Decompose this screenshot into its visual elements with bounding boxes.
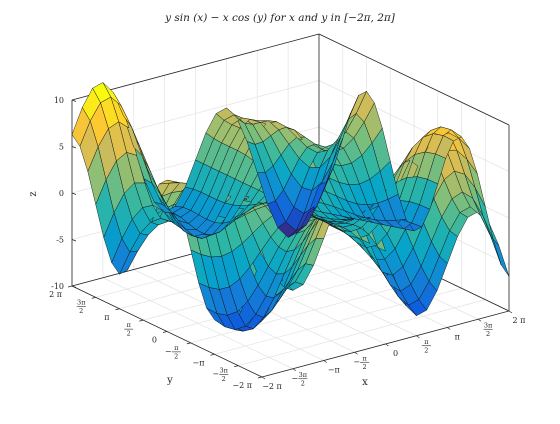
- y-tick-label-num: 3π: [77, 298, 86, 306]
- chart-title: y sin (x) − x cos (y) for x and y in [−2…: [165, 12, 395, 24]
- x-tick-label-num: π: [362, 354, 367, 362]
- floor-gridline-y: [166, 265, 415, 332]
- z-tick-mark: [71, 192, 77, 195]
- y-tick-mark: [257, 376, 263, 379]
- y-tick-mark: [67, 285, 73, 288]
- x-tick-label-num: 3π: [299, 371, 308, 379]
- x-axis-label: x: [362, 377, 368, 388]
- z-tick-label: 5: [59, 143, 64, 152]
- x-tick-label: − π2: [353, 354, 370, 371]
- z-tick-label: -10: [51, 282, 64, 291]
- x-tick-label-sign: −: [353, 357, 360, 366]
- z-tick-label: 0: [59, 189, 64, 198]
- y-tick-label-sign: −: [212, 370, 219, 379]
- x-tick-label: −π: [328, 366, 340, 375]
- z-axis-label: z: [28, 191, 39, 196]
- x-tick-label: 2 π: [513, 316, 526, 325]
- y-tick-mark: [91, 297, 96, 299]
- z-tick-label: 10: [54, 96, 64, 105]
- x-tick-label-den: 2: [424, 346, 428, 354]
- y-tick-label-sign: −: [165, 347, 172, 356]
- z-tick-mark: [71, 146, 77, 149]
- y-tick-label-num: 3π: [220, 367, 229, 375]
- y-tick-mark: [210, 353, 215, 356]
- y-tick-label-num: π: [174, 344, 179, 352]
- x-tick-label: 0: [393, 349, 398, 358]
- y-tick-label-den: 2: [174, 352, 178, 360]
- y-tick-label-num: π: [127, 321, 132, 329]
- y-tick-mark: [115, 308, 120, 311]
- x-tick-label: π2: [421, 338, 431, 354]
- x-tick-label: −2 π: [262, 382, 282, 391]
- surface-patch: [474, 187, 494, 240]
- y-tick-label: 0: [152, 336, 157, 345]
- x-tick-label-den: 2: [363, 363, 367, 371]
- y-tick-label: 2 π: [49, 290, 62, 299]
- y-tick-label-den: 2: [79, 307, 83, 315]
- y-tick-label-den: 2: [127, 330, 131, 338]
- x-tick-label: −3π2: [292, 371, 308, 388]
- y-tick-mark: [139, 319, 144, 322]
- y-tick-label: −π: [193, 358, 205, 367]
- box-edge: [318, 33, 510, 126]
- y-tick-mark: [162, 331, 168, 333]
- y-tick-label: − π2: [165, 344, 181, 360]
- x-tick-mark: [416, 335, 420, 339]
- x-tick-mark: [292, 368, 297, 372]
- x-tick-mark: [508, 310, 513, 314]
- y-tick-label-den: 2: [222, 375, 226, 383]
- z-tick-mark: [71, 99, 77, 102]
- box-edge: [71, 33, 320, 101]
- x-tick-label-sign: −: [292, 374, 299, 383]
- y-tick-label: 3π2: [76, 298, 86, 315]
- y-tick-mark: [186, 342, 191, 345]
- x-tick-label-num: 3π: [484, 321, 493, 329]
- floor-gridline-y: [238, 299, 486, 366]
- x-tick-mark: [385, 343, 389, 347]
- y-axis-label: y: [166, 375, 173, 386]
- x-tick-mark: [323, 360, 327, 363]
- y-tick-label: −2 π: [232, 381, 252, 390]
- z-tick-mark: [71, 239, 77, 242]
- x-tick-mark: [477, 318, 482, 322]
- x-tick-label-den: 2: [486, 330, 490, 338]
- y-tick-mark: [234, 365, 239, 367]
- x-tick-label: 3π2: [483, 321, 493, 338]
- sidewall-gridline-z: [318, 80, 510, 172]
- x-tick-mark: [261, 376, 266, 380]
- x-tick-label-num: π: [424, 338, 429, 346]
- y-tick-label: π2: [124, 321, 134, 338]
- y-tick-label: π: [104, 313, 109, 322]
- z-tick-mark: [71, 285, 77, 288]
- x-tick-mark: [447, 327, 451, 330]
- x-tick-mark: [354, 351, 358, 355]
- x-tick-label: π: [455, 333, 460, 342]
- z-tick-label: -5: [56, 236, 64, 245]
- x-tick-label-den: 2: [301, 379, 305, 387]
- y-tick-label: −3π2: [212, 367, 228, 384]
- surface-patch: [71, 107, 91, 147]
